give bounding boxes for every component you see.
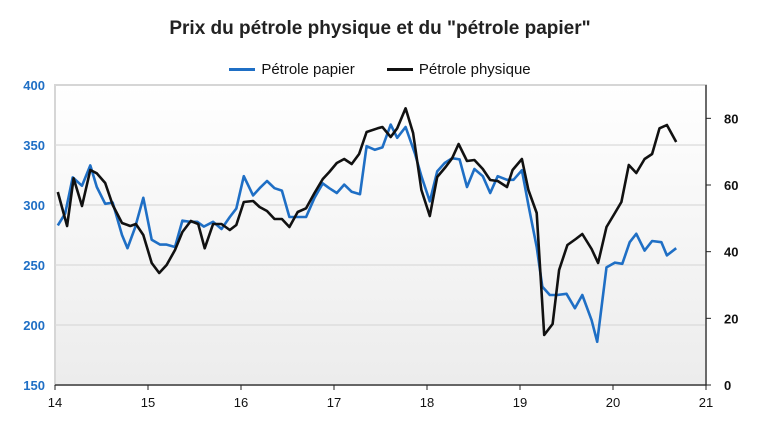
y-right-tick-label: 40	[724, 245, 738, 260]
legend: Pétrole papier Pétrole physique	[0, 58, 760, 78]
chart-title: Prix du pétrole physique et du "pétrole …	[169, 18, 591, 39]
x-tick-label: 17	[327, 395, 341, 410]
y-left-tick-label: 350	[23, 138, 45, 153]
legend-swatch-papier	[229, 68, 256, 71]
y-left-tick-label: 400	[23, 78, 45, 93]
y-right-tick-label: 20	[724, 311, 738, 326]
x-tick-label: 18	[420, 395, 434, 410]
series-line-papier	[56, 123, 677, 344]
y-right-tick-label: 0	[724, 378, 731, 393]
legend-item-papier: Pétrole papier	[229, 61, 355, 78]
y-left-tick-label: 200	[23, 318, 45, 333]
y-left-tick-label: 250	[23, 258, 45, 273]
y-left-tick-label: 150	[23, 378, 45, 393]
y-right-tick-label: 80	[724, 111, 738, 126]
legend-item-physique: Pétrole physique	[386, 61, 531, 78]
x-tick-label: 14	[48, 395, 62, 410]
x-tick-label: 19	[513, 395, 527, 410]
y-left-tick-label: 300	[23, 198, 45, 213]
legend-label-physique: Pétrole physique	[418, 61, 531, 78]
y-right-tick-label: 60	[724, 178, 738, 193]
x-tick-label: 20	[606, 395, 620, 410]
legend-label-papier: Pétrole papier	[261, 61, 355, 78]
x-tick-label: 21	[699, 395, 713, 410]
legend-swatch-physique	[386, 68, 413, 71]
series-line-physique	[56, 107, 678, 337]
x-tick-label: 15	[141, 395, 155, 410]
x-tick-label: 16	[234, 395, 248, 410]
plot-background	[54, 84, 707, 386]
